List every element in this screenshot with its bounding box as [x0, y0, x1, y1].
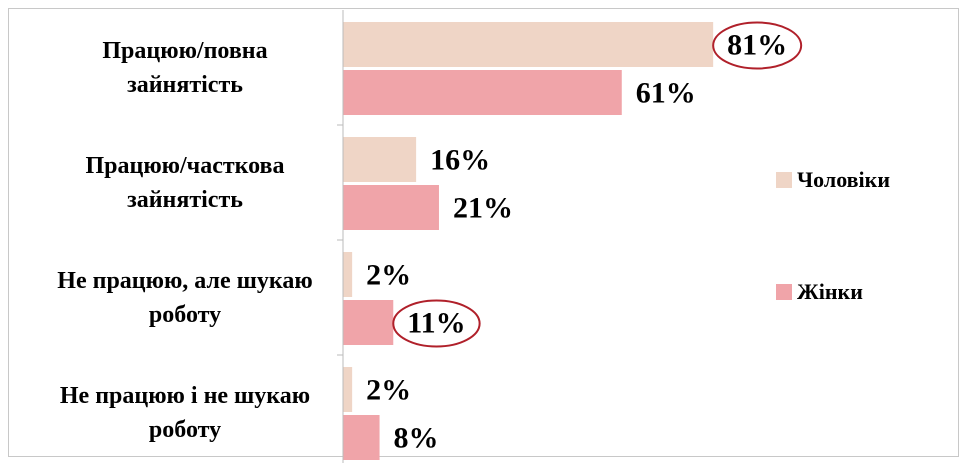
highlight-circle [392, 299, 481, 348]
legend-marker [776, 284, 792, 300]
category-label: Працюю/повна зайнятість [102, 37, 268, 98]
value-label: 21% [453, 191, 513, 224]
bar [343, 22, 714, 67]
bar [343, 300, 394, 345]
frame [8, 8, 959, 457]
legend-label: Жінки [797, 279, 863, 304]
category-label: Не працюю і не шукаю роботу [59, 382, 311, 443]
value-label: 16% [430, 143, 490, 176]
value-label: 81% [727, 28, 787, 61]
category-label: Не працюю, але шукаю роботу [57, 267, 313, 328]
value-label: 8% [394, 421, 439, 454]
legend-marker [776, 172, 792, 188]
legend-label: Чоловіки [797, 167, 890, 192]
bar [343, 252, 353, 297]
highlight-circle [712, 21, 803, 70]
bar [343, 185, 439, 230]
bar [343, 70, 622, 115]
bar [343, 367, 353, 412]
value-label: 2% [366, 373, 411, 406]
value-label: 61% [636, 76, 696, 109]
category-label: Працюю/часткова зайнятість [85, 152, 285, 213]
value-label: 11% [407, 306, 465, 339]
value-label: 2% [366, 258, 411, 291]
bar [343, 415, 380, 460]
bar [343, 137, 417, 182]
